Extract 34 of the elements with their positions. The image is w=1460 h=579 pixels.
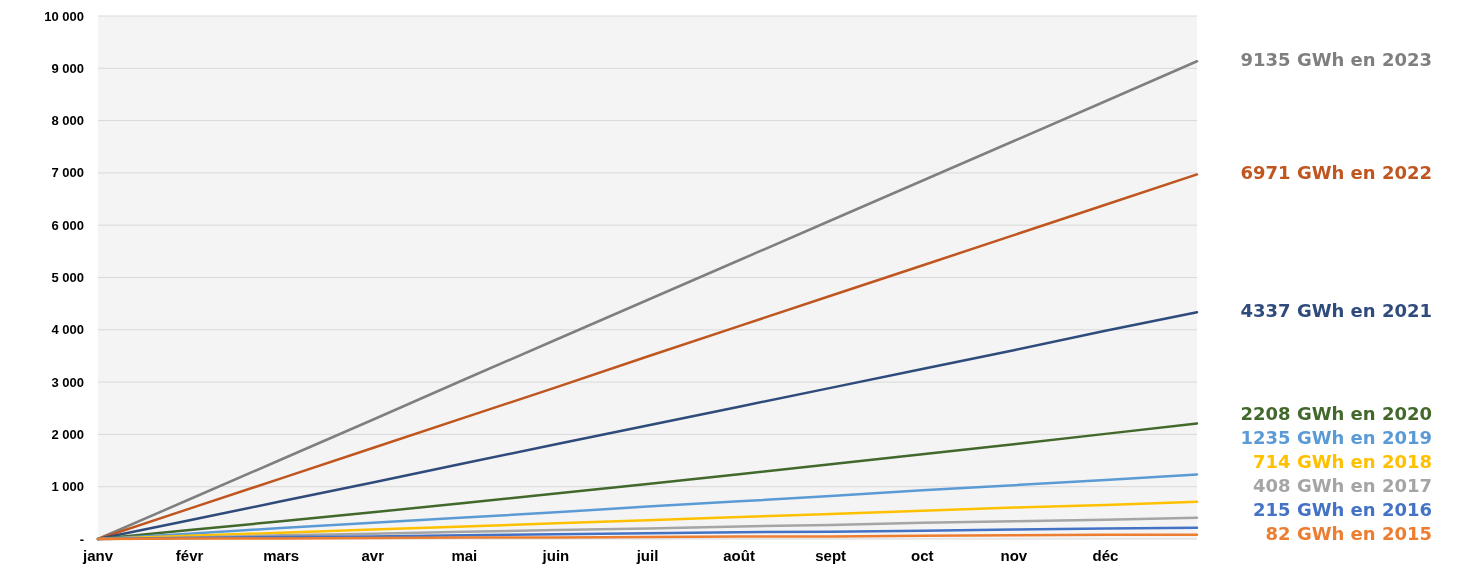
x-tick-label: avr bbox=[361, 547, 385, 564]
line-series bbox=[96, 59, 1199, 541]
text: 4337 GWh en 2021 bbox=[1240, 300, 1432, 322]
text: 82 GWh en 2015 bbox=[1265, 522, 1432, 544]
y-tick-label: 1 000 bbox=[51, 479, 84, 495]
x-tick-label: mai bbox=[451, 547, 478, 564]
x-tick-label: juil bbox=[635, 547, 659, 564]
y-tick-label: 3 000 bbox=[51, 374, 84, 390]
y-tick-label: - bbox=[79, 531, 84, 547]
x-tick-label: févr bbox=[175, 547, 204, 564]
x-tick-label: janv bbox=[81, 547, 114, 564]
x-tick-label: nov bbox=[1000, 547, 1028, 564]
y-tick-label: 8 000 bbox=[51, 113, 84, 129]
y-tick-label: 7 000 bbox=[51, 165, 84, 181]
y-tick-label: 6 000 bbox=[51, 217, 84, 233]
text: 9135 GWh en 2023 bbox=[1240, 49, 1432, 71]
y-tick-label: 10 000 bbox=[44, 8, 84, 24]
x-tick-label: oct bbox=[911, 547, 934, 564]
text: 408 GWh en 2017 bbox=[1253, 474, 1432, 496]
text: 215 GWh en 2016 bbox=[1253, 498, 1432, 520]
text: 6971 GWh en 2022 bbox=[1240, 162, 1432, 184]
x-tick-label: mars bbox=[263, 547, 300, 564]
y-tick-label: 2 000 bbox=[51, 426, 84, 442]
y-tick-label: 5 000 bbox=[51, 270, 84, 286]
x-tick-label: août bbox=[723, 547, 755, 564]
y-tick-label: 9 000 bbox=[51, 60, 84, 76]
x-tick-label: juin bbox=[541, 547, 570, 564]
text: 714 GWh en 2018 bbox=[1253, 450, 1432, 472]
x-tick-label: sept bbox=[815, 547, 847, 564]
line-series bbox=[96, 310, 1199, 541]
x-tick-label: déc bbox=[1092, 547, 1119, 564]
y-tick-label: 4 000 bbox=[51, 322, 84, 338]
text: 2208 GWh en 2020 bbox=[1240, 402, 1432, 424]
text: 1235 GWh en 2019 bbox=[1240, 426, 1432, 448]
